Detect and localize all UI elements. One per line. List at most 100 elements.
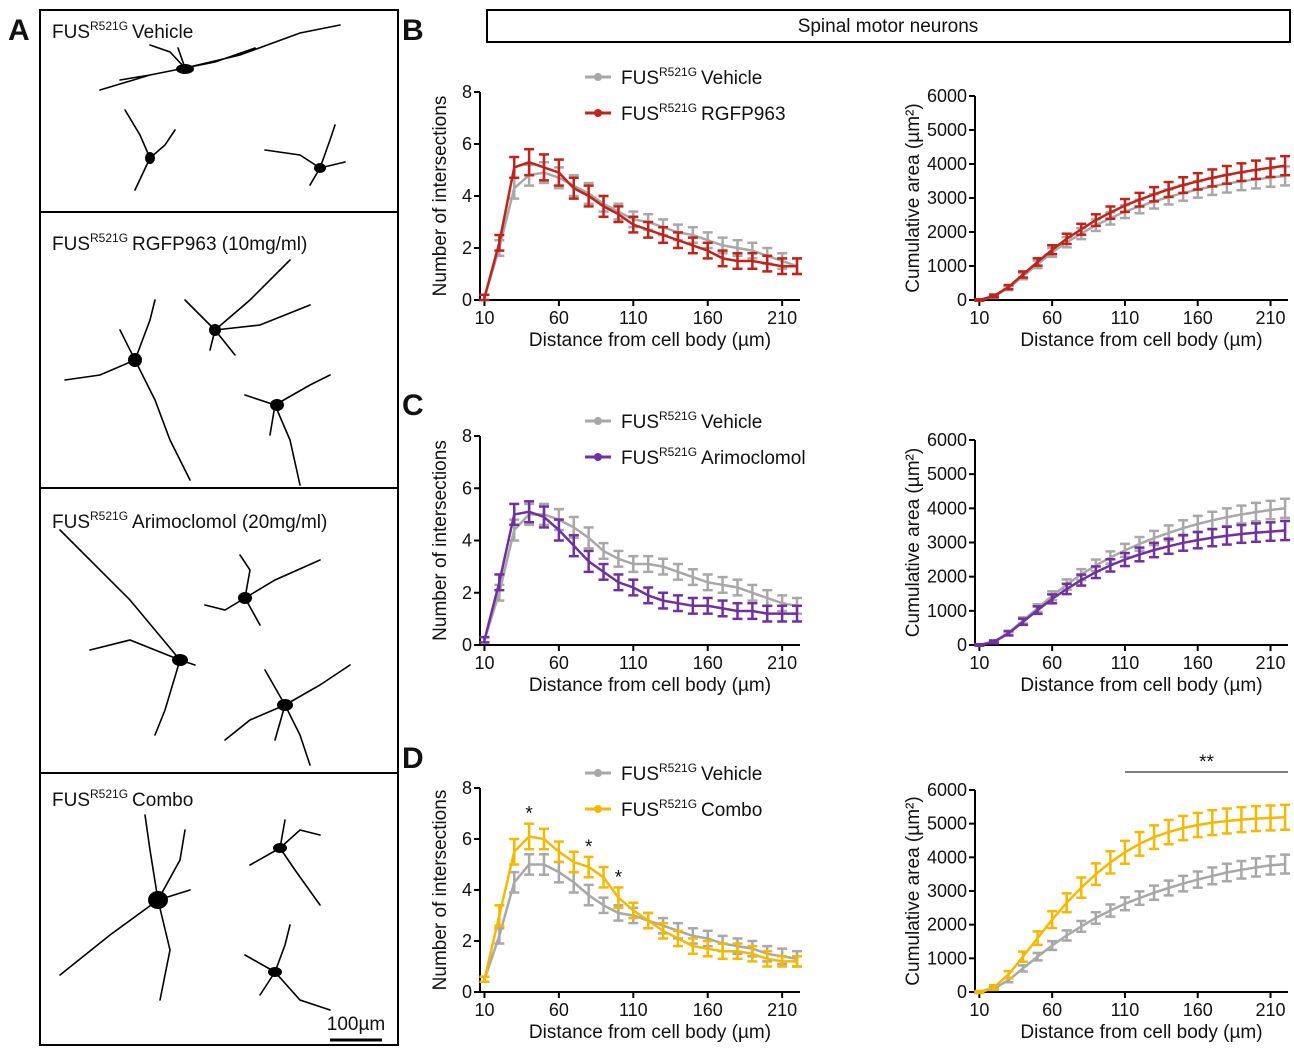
y-axis-label: Number of intersections	[430, 96, 451, 297]
scale-bar-label: 100µm	[327, 1014, 385, 1035]
label: FUSR521G Vehicle	[621, 65, 762, 89]
y-tick-label: 2	[462, 583, 472, 603]
y-tick-label: 0	[957, 982, 967, 1002]
label: FUSR521G Vehicle	[52, 19, 193, 43]
label: FUSR521G Arimoclomol (20mg/ml)	[52, 509, 327, 533]
x-tick-label: 110	[619, 1000, 648, 1020]
series-line	[483, 171, 798, 298]
x-tick-label: 60	[1042, 308, 1062, 328]
error-bar	[792, 604, 803, 623]
y-tick-label: 6000	[927, 780, 967, 800]
x-axis-label: Distance from cell body (µm)	[529, 675, 771, 696]
y-tick-label: 5000	[927, 120, 967, 140]
legend-marker	[594, 417, 602, 425]
header: Spinal motor neurons	[798, 16, 979, 37]
y-tick-label: 1000	[927, 601, 967, 621]
label: FUSR521G RGFP963	[621, 101, 786, 125]
y-tick-label: 1000	[927, 256, 967, 276]
y-tick-label: 3000	[927, 881, 967, 901]
panel-label: B	[402, 14, 424, 47]
treatment: Combo	[132, 790, 193, 811]
label: FUSR521G RGFP963 (10mg/ml)	[52, 231, 307, 255]
label: FUSR521G Vehicle	[621, 761, 762, 785]
x-tick-label: 10	[474, 1000, 494, 1020]
y-axis-label: Number of intersections	[430, 440, 451, 641]
series-line	[483, 513, 798, 641]
x-tick-label: 60	[549, 308, 569, 328]
treatment: Vehicle	[701, 68, 762, 89]
legend-marker	[594, 453, 602, 461]
y-tick-label: 4	[462, 880, 472, 900]
allele: R521G	[659, 65, 697, 79]
label: FUSR521G Combo	[621, 797, 762, 821]
annotation: *	[525, 804, 533, 825]
header-box	[486, 9, 1291, 43]
allele: R521G	[659, 409, 697, 423]
x-tick-label: 210	[767, 1000, 797, 1020]
gene: FUS	[52, 512, 90, 533]
x-tick-label: 110	[1111, 308, 1140, 328]
x-tick-label: 10	[969, 653, 989, 673]
series-line	[979, 529, 1286, 647]
x-tick-label: 160	[1183, 308, 1213, 328]
x-tick-label: 110	[1111, 1000, 1140, 1020]
x-tick-label: 10	[969, 1000, 989, 1020]
x-tick-label: 110	[619, 308, 648, 328]
y-axis-label: Number of intersections	[430, 790, 451, 991]
x-tick-label: 110	[1111, 653, 1140, 673]
gene: FUS	[621, 412, 659, 433]
y-axis-label: Cumulative area (µm²)	[903, 103, 924, 292]
y-tick-label: 0	[957, 635, 967, 655]
allele: R521G	[659, 761, 697, 775]
series-line	[483, 510, 797, 641]
y-tick-label: 0	[957, 290, 967, 310]
y-tick-label: 8	[462, 426, 472, 446]
series-line	[979, 816, 1286, 994]
y-axis-label: Cumulative area (µm²)	[903, 448, 924, 637]
panel-a-frame	[39, 9, 399, 1046]
x-tick-label: 210	[767, 653, 797, 673]
y-tick-label: 6	[462, 478, 472, 498]
legend-marker	[594, 805, 602, 813]
label: FUSR521G Combo	[52, 787, 193, 811]
series-line	[483, 835, 797, 980]
y-tick-label: 0	[462, 290, 472, 310]
allele: R521G	[90, 19, 128, 33]
x-axis-label: Distance from cell body (µm)	[529, 1022, 771, 1043]
series-line	[979, 164, 1286, 302]
gene: FUS	[52, 790, 90, 811]
neuron-tracings	[59, 24, 351, 1011]
series-line	[979, 862, 1286, 994]
y-tick-label: 2	[462, 238, 472, 258]
y-tick-label: 5000	[927, 814, 967, 834]
series-line	[483, 160, 797, 298]
series-line	[483, 863, 798, 980]
y-tick-label: 2000	[927, 915, 967, 935]
gene: FUS	[52, 234, 90, 255]
error-bar	[792, 257, 803, 276]
x-tick-label: 210	[767, 308, 797, 328]
y-tick-label: 8	[462, 778, 472, 798]
allele: R521G	[659, 445, 697, 459]
label: FUSR521G Vehicle	[621, 409, 762, 433]
x-axis-label: Distance from cell body (µm)	[1020, 675, 1262, 696]
allele: R521G	[90, 231, 128, 245]
y-tick-label: 4000	[927, 498, 967, 518]
x-tick-label: 60	[1042, 653, 1062, 673]
x-tick-label: 160	[1183, 1000, 1213, 1020]
x-tick-label: 210	[1256, 308, 1286, 328]
panel-label: D	[402, 742, 424, 775]
y-tick-label: 4000	[927, 847, 967, 867]
x-tick-label: 10	[969, 308, 989, 328]
annotation: *	[615, 867, 623, 888]
panel-label: C	[402, 389, 424, 422]
panel-label: A	[8, 14, 30, 47]
x-axis-label: Distance from cell body (µm)	[1020, 330, 1262, 351]
y-tick-label: 3000	[927, 533, 967, 553]
treatment: Combo	[701, 800, 762, 821]
x-tick-label: 210	[1256, 653, 1286, 673]
label: FUSR521G Arimoclomol	[621, 445, 806, 469]
y-tick-label: 1000	[927, 948, 967, 968]
y-tick-label: 0	[462, 982, 472, 1002]
